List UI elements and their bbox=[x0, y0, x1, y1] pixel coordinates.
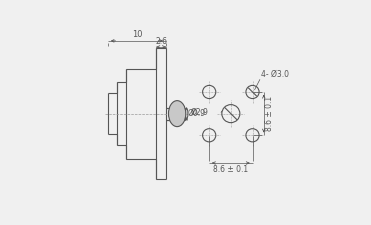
Text: 8.6 ± 0.1: 8.6 ± 0.1 bbox=[213, 165, 249, 174]
Text: 2.6: 2.6 bbox=[155, 37, 167, 46]
Text: 8.6 ± 0.1: 8.6 ± 0.1 bbox=[265, 96, 274, 131]
Text: 4- Ø3.0: 4- Ø3.0 bbox=[261, 70, 289, 79]
Text: Ø0.9: Ø0.9 bbox=[188, 109, 206, 118]
Text: 10: 10 bbox=[132, 30, 142, 39]
Text: Ø2.9: Ø2.9 bbox=[191, 107, 209, 116]
Ellipse shape bbox=[168, 101, 186, 127]
